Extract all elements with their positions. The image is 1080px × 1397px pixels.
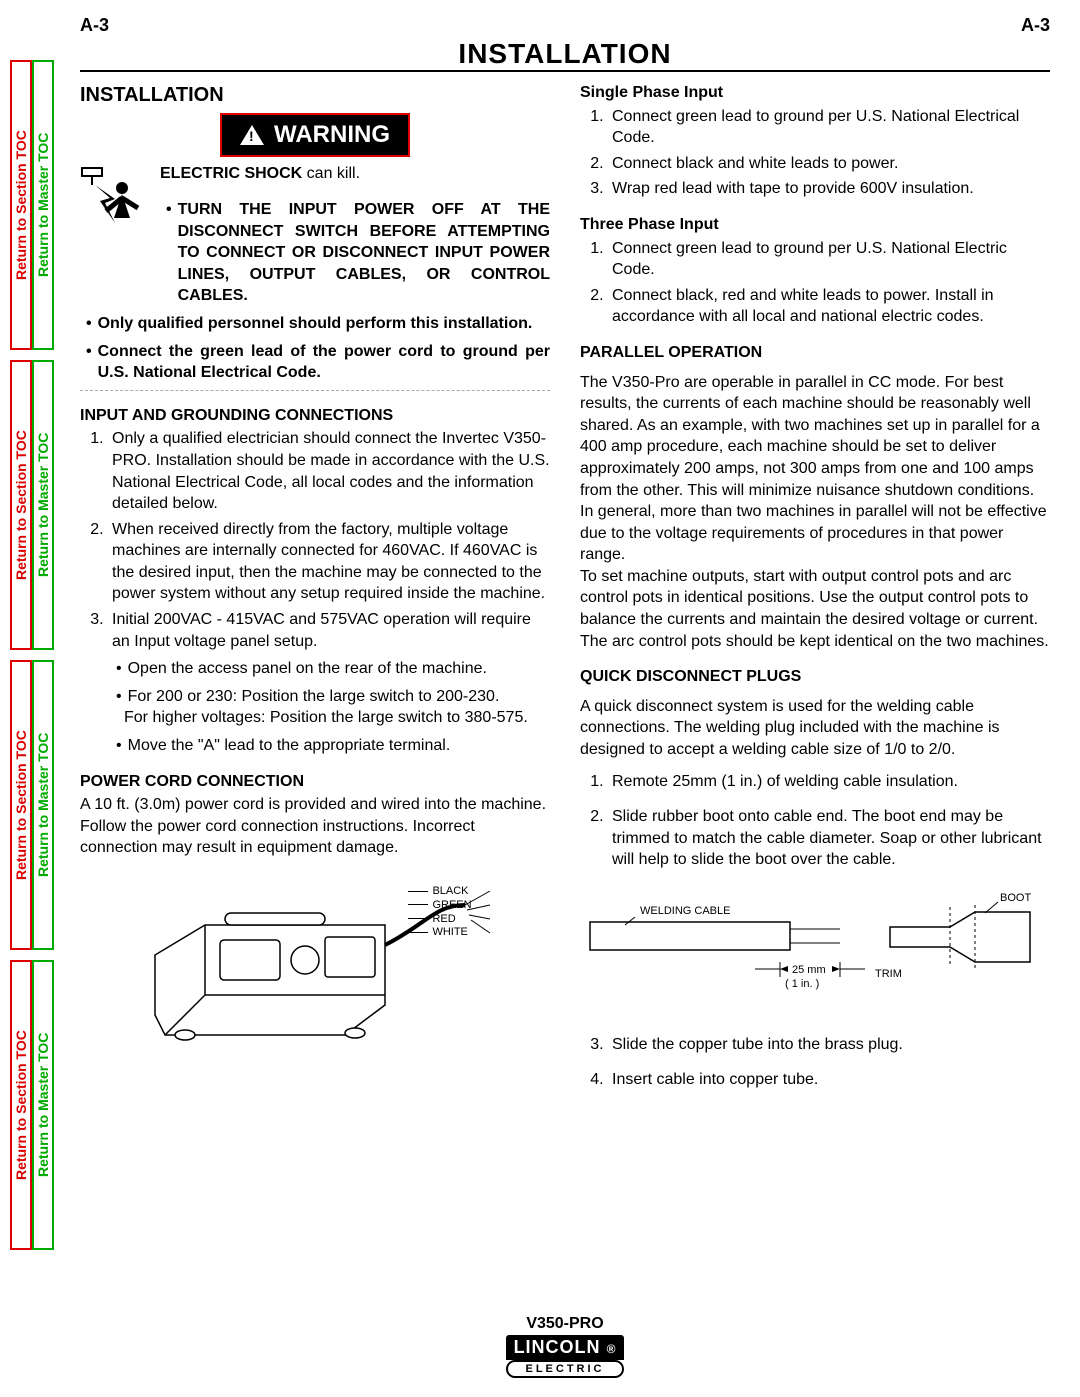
parallel-body-1: The V350-Pro are operable in parallel in… — [580, 372, 1050, 566]
right-column: Single Phase Input Connect green lead to… — [580, 82, 1050, 1095]
shock-rest: can kill. — [302, 165, 360, 182]
boot-svg: WELDING CABLE 25 mm ( 1 in. ) TRIM — [580, 887, 1040, 1007]
green-lead-text: Connect the green lead of the power cord… — [98, 341, 550, 384]
lbl-welding-cable: WELDING CABLE — [640, 905, 730, 917]
single-phase-list: Connect green lead to ground per U.S. Na… — [608, 106, 1050, 200]
page-header: A-3 A-3 — [80, 15, 1050, 36]
single-phase-head: Single Phase Input — [580, 82, 1050, 104]
section-toc-col: Return to Section TOC Return to Section … — [10, 0, 32, 1270]
ig-sub-3: Move the "A" lead to the appropriate ter… — [128, 735, 451, 757]
installation-heading: INSTALLATION — [80, 82, 550, 109]
return-section-toc-4[interactable]: Return to Section TOC — [10, 960, 32, 1250]
ig-sub-2b: For higher voltages: Position the large … — [124, 707, 550, 729]
power-cord-head: POWER CORD CONNECTION — [80, 771, 550, 793]
lbl-1in: ( 1 in. ) — [785, 978, 819, 990]
single-2: Connect black and white leads to power. — [608, 153, 1050, 175]
footer-model: V350-PRO — [80, 1315, 1050, 1333]
quick-2: Slide rubber boot onto cable end. The bo… — [608, 806, 1050, 871]
ig-sub-1: Open the access panel on the rear of the… — [128, 658, 487, 680]
lbl-boot: BOOT — [1000, 892, 1031, 904]
three-phase-list: Connect green lead to ground per U.S. Na… — [608, 238, 1050, 328]
page-content: A-3 A-3 INSTALLATION INSTALLATION WARNIN… — [80, 15, 1050, 1382]
machine-figure: BLACK GREEN RED WHITE — [80, 879, 550, 1052]
parallel-head: PARALLEL OPERATION — [580, 342, 1050, 364]
three-2: Connect black, red and white leads to po… — [608, 285, 1050, 328]
warning-triangle-icon — [240, 125, 264, 145]
lead-white: WHITE — [408, 926, 471, 940]
ig-sub-2: For 200 or 230: Position the large switc… — [128, 686, 500, 708]
master-toc-col: Return to Master TOC Return to Master TO… — [32, 0, 54, 1270]
ig-item-1: Only a qualified electrician should conn… — [108, 428, 550, 514]
divider — [80, 390, 550, 391]
lead-green: GREEN — [408, 899, 471, 913]
lead-labels: BLACK GREEN RED WHITE — [408, 885, 471, 940]
lbl-25mm: 25 mm — [792, 964, 826, 976]
return-master-toc-3[interactable]: Return to Master TOC — [32, 660, 54, 950]
return-section-toc-2[interactable]: Return to Section TOC — [10, 360, 32, 650]
quick-1: Remote 25mm (1 in.) of welding cable ins… — [608, 771, 1050, 793]
input-grounding-head: INPUT AND GROUNDING CONNECTIONS — [80, 405, 550, 427]
page-footer: V350-PRO LINCOLN ® ELECTRIC — [80, 1315, 1050, 1378]
lead-red: RED — [408, 913, 471, 927]
shock-bold: ELECTRIC SHOCK — [160, 165, 302, 182]
single-3: Wrap red lead with tape to provide 600V … — [608, 178, 1050, 200]
quick-body: A quick disconnect system is used for th… — [580, 696, 1050, 761]
qualified-text: Only qualified personnel should perform … — [98, 313, 533, 335]
left-column: INSTALLATION WARNING ELECT — [80, 82, 550, 1095]
ig-item-3: Initial 200VAC - 415VAC and 575VAC opera… — [108, 609, 550, 652]
return-section-toc-1[interactable]: Return to Section TOC — [10, 60, 32, 350]
page-num-left: A-3 — [80, 15, 109, 36]
turn-off-text: TURN THE INPUT POWER OFF AT THE DISCONNE… — [178, 199, 550, 307]
lincoln-logo: LINCOLN ® ELECTRIC — [506, 1335, 625, 1378]
return-master-toc-1[interactable]: Return to Master TOC — [32, 60, 54, 350]
three-1: Connect green lead to ground per U.S. Na… — [608, 238, 1050, 281]
lbl-trim: TRIM — [875, 968, 902, 980]
page-title: INSTALLATION — [80, 38, 1050, 72]
single-1: Connect green lead to ground per U.S. Na… — [608, 106, 1050, 149]
page-num-right: A-3 — [1021, 15, 1050, 36]
quick-disc-head: QUICK DISCONNECT PLUGS — [580, 666, 1050, 688]
lead-black: BLACK — [408, 885, 471, 899]
quick-list-34: Slide the copper tube into the brass plu… — [608, 1034, 1050, 1091]
boot-figure: WELDING CABLE 25 mm ( 1 in. ) TRIM — [580, 887, 1050, 1014]
quick-list-12: Remote 25mm (1 in.) of welding cable ins… — [608, 771, 1050, 871]
quick-3: Slide the copper tube into the brass plu… — [608, 1034, 1050, 1056]
quick-4: Insert cable into copper tube. — [608, 1069, 1050, 1091]
return-master-toc-2[interactable]: Return to Master TOC — [32, 360, 54, 650]
input-grounding-list: Only a qualified electrician should conn… — [108, 428, 550, 652]
parallel-body-2: To set machine outputs, start with outpu… — [580, 566, 1050, 652]
ig-item-2: When received directly from the factory,… — [108, 519, 550, 605]
warning-label: WARNING — [220, 113, 410, 157]
warning-text: WARNING — [274, 119, 390, 151]
power-cord-body: A 10 ft. (3.0m) power cord is provided a… — [80, 794, 550, 859]
logo-bottom-text: ELECTRIC — [506, 1360, 625, 1378]
logo-top-text: LINCOLN — [514, 1337, 601, 1357]
return-section-toc-3[interactable]: Return to Section TOC — [10, 660, 32, 950]
three-phase-head: Three Phase Input — [580, 214, 1050, 236]
electric-shock-icon — [80, 163, 150, 233]
return-master-toc-4[interactable]: Return to Master TOC — [32, 960, 54, 1250]
side-toc-tabs: Return to Section TOC Return to Section … — [10, 0, 54, 1270]
